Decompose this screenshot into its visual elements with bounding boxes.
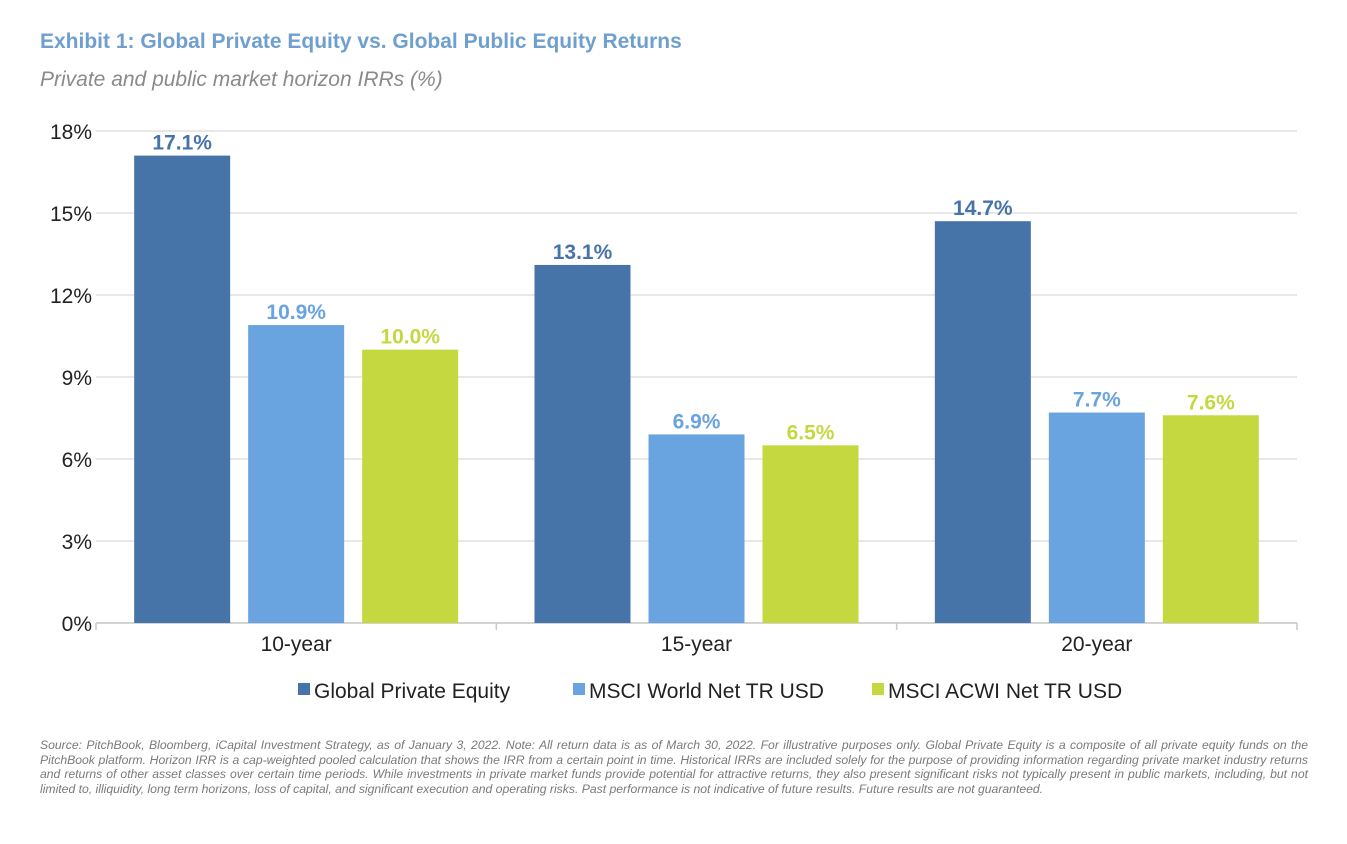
data-label: 10.9% xyxy=(266,301,326,324)
bar xyxy=(648,434,745,623)
bar-chart: 0% 3% 6% 9% 12% 15% 18% 17.1% 10.9% 10.0% 13.1% 6.… xyxy=(50,121,1298,703)
bar xyxy=(248,325,345,623)
bar xyxy=(934,221,1031,623)
data-labels: 17.1% 10.9% 10.0% 13.1% 6.9% 6.5% 14.7% 7.7% 7.6… xyxy=(152,132,1235,445)
legend-label: MSCI ACWI Net TR USD xyxy=(888,680,1122,703)
x-tick-label: 20-year xyxy=(1061,633,1132,656)
x-tick-label: 10-year xyxy=(261,633,332,656)
chart-subtitle: Private and public market horizon IRRs (… xyxy=(40,68,443,91)
data-label: 14.7% xyxy=(953,197,1013,220)
y-tick-label: 0% xyxy=(62,613,92,636)
bar xyxy=(362,349,459,623)
legend-label: MSCI World Net TR USD xyxy=(589,680,824,703)
y-tick-label: 12% xyxy=(50,285,92,308)
data-label: 10.0% xyxy=(380,326,440,349)
bars xyxy=(134,155,1259,623)
data-label: 17.1% xyxy=(152,132,212,155)
data-label: 13.1% xyxy=(553,241,613,264)
data-label: 7.7% xyxy=(1073,389,1121,412)
data-label: 7.6% xyxy=(1187,391,1235,414)
bar xyxy=(534,264,631,623)
x-tick-label: 15-year xyxy=(661,633,732,656)
data-label: 6.5% xyxy=(787,421,835,444)
legend-label: Global Private Equity xyxy=(314,680,511,703)
y-tick-label: 9% xyxy=(62,367,92,390)
legend: Global Private Equity MSCI World Net TR U… xyxy=(298,680,1122,703)
data-label: 6.9% xyxy=(673,410,721,433)
y-tick-label: 6% xyxy=(62,449,92,472)
source-footnote: Source: PitchBook, Bloomberg, iCapital I… xyxy=(40,738,1308,796)
x-axis-ticks: 10-year 15-year 20-year xyxy=(261,633,1133,656)
bar xyxy=(1048,412,1145,623)
y-tick-label: 3% xyxy=(62,531,92,554)
legend-swatch xyxy=(872,683,884,695)
bar xyxy=(134,155,231,623)
bar xyxy=(1162,415,1259,623)
legend-swatch xyxy=(298,683,310,695)
y-tick-label: 15% xyxy=(50,203,92,226)
legend-swatch xyxy=(573,683,585,695)
y-axis-ticks: 0% 3% 6% 9% 12% 15% 18% xyxy=(50,121,92,636)
chart-title: Exhibit 1: Global Private Equity vs. Glo… xyxy=(40,30,682,53)
y-tick-label: 18% xyxy=(50,121,92,144)
bar xyxy=(762,445,859,623)
